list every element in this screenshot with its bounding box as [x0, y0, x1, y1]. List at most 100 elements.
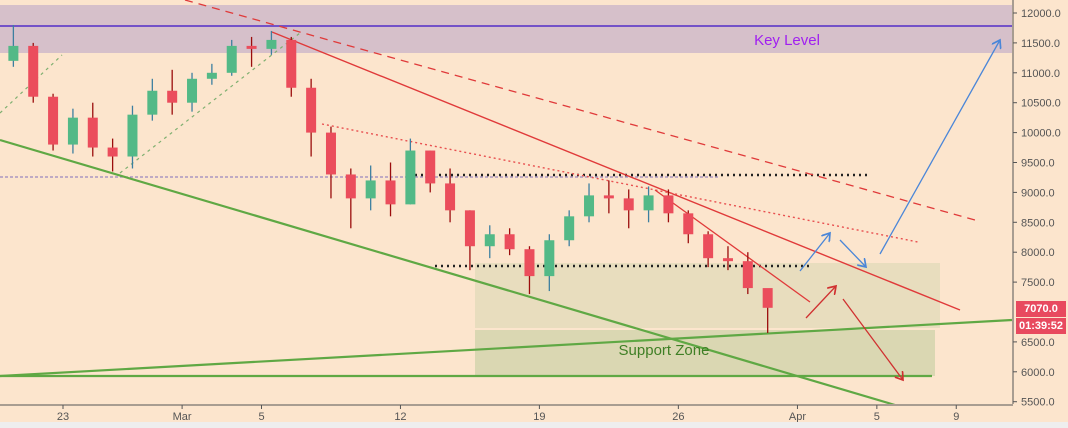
- candle-body: [742, 261, 753, 289]
- time-tick-label: 5: [258, 411, 264, 422]
- candle[interactable]: [385, 162, 396, 217]
- candle-body: [345, 174, 356, 199]
- candle[interactable]: [266, 30, 277, 55]
- candle-body: [425, 150, 436, 184]
- price-axis[interactable]: 12000.0 11500.0 11000.0 10500.0 10000.0 9500.…: [1013, 8, 1061, 409]
- red-dotted-trendline[interactable]: [321, 123, 919, 243]
- candle[interactable]: [425, 150, 436, 193]
- candle[interactable]: [524, 246, 535, 295]
- time-axis[interactable]: 23 Mar 5 12 19 26 Apr 5 9: [57, 405, 959, 422]
- candle-body: [564, 216, 575, 241]
- candle-body: [325, 132, 336, 175]
- candle[interactable]: [306, 78, 317, 157]
- candle[interactable]: [8, 24, 19, 67]
- candle-body: [167, 90, 178, 103]
- candle[interactable]: [663, 189, 674, 223]
- time-tick-label: Apr: [789, 411, 806, 422]
- time-tick-label: 26: [672, 411, 684, 422]
- time-tick-label: 23: [57, 411, 69, 422]
- candle-body: [127, 114, 138, 157]
- candle-body: [187, 78, 198, 103]
- price-tick-label: 9500.0: [1021, 158, 1055, 170]
- candle[interactable]: [345, 168, 356, 229]
- candle[interactable]: [742, 252, 753, 295]
- candle[interactable]: [107, 138, 118, 172]
- candle[interactable]: [623, 189, 634, 229]
- candle[interactable]: [226, 39, 237, 76]
- candle[interactable]: [325, 126, 336, 199]
- price-tick-label: 6000.0: [1021, 367, 1055, 379]
- key-level-zone[interactable]: [0, 5, 1012, 53]
- price-tick-label: 9000.0: [1021, 187, 1055, 199]
- candle-body: [28, 45, 39, 97]
- bar-countdown-tag: 01:39:52: [1016, 318, 1066, 334]
- price-tick-label: 11000.0: [1021, 68, 1060, 80]
- candle[interactable]: [643, 186, 654, 223]
- support-zone-label: Support Zone: [619, 342, 710, 359]
- candle-body: [762, 288, 773, 308]
- candle-body: [504, 234, 515, 250]
- time-tick-label: Mar: [173, 411, 192, 422]
- time-axis-bg[interactable]: [0, 404, 1013, 422]
- price-tick-label: 10000.0: [1021, 128, 1061, 140]
- time-tick-label: 12: [394, 411, 406, 422]
- candle-body: [683, 213, 694, 235]
- candle-body: [603, 195, 614, 199]
- channel-dashed-line[interactable]: [119, 32, 301, 174]
- candle-body: [464, 210, 475, 247]
- key-level-label: Key Level: [754, 32, 820, 49]
- candle[interactable]: [246, 36, 257, 67]
- candle[interactable]: [28, 42, 39, 103]
- descending-support-trendline[interactable]: [0, 138, 896, 407]
- price-tick-label: 8500.0: [1021, 217, 1055, 229]
- red-arrow-up[interactable]: [805, 286, 836, 319]
- candle[interactable]: [564, 210, 575, 247]
- candle[interactable]: [504, 228, 515, 256]
- candle[interactable]: [722, 246, 733, 271]
- red-resistance-trendline[interactable]: [271, 31, 961, 311]
- red-steep-trendline[interactable]: [654, 189, 811, 303]
- candle-body: [48, 96, 59, 145]
- candle[interactable]: [762, 288, 773, 333]
- candle-body: [266, 39, 277, 49]
- candle[interactable]: [67, 108, 78, 154]
- candle[interactable]: [445, 168, 456, 223]
- candle[interactable]: [127, 105, 138, 169]
- candle[interactable]: [167, 69, 178, 115]
- candle-body: [365, 180, 376, 199]
- blue-arrow-target[interactable]: [879, 40, 1000, 255]
- candle[interactable]: [206, 63, 217, 85]
- candle-body: [206, 72, 217, 79]
- candle-body: [544, 240, 555, 277]
- candle-body: [226, 45, 237, 73]
- candle[interactable]: [544, 234, 555, 292]
- candle[interactable]: [48, 93, 59, 151]
- candle[interactable]: [286, 36, 297, 97]
- rising-support-trendline[interactable]: [0, 318, 1013, 378]
- red-dashed-trendline[interactable]: [184, 0, 976, 221]
- candle[interactable]: [603, 180, 614, 214]
- candle[interactable]: [484, 225, 495, 259]
- candle[interactable]: [187, 72, 198, 112]
- time-tick-label: 5: [874, 411, 880, 422]
- candle[interactable]: [365, 165, 376, 211]
- candle[interactable]: [703, 231, 714, 268]
- candle-body: [107, 147, 118, 157]
- candle-body: [67, 117, 78, 145]
- price-tick-label: 8000.0: [1021, 247, 1055, 259]
- candle-body: [643, 195, 654, 211]
- blue-arrow-down[interactable]: [839, 239, 866, 267]
- candle[interactable]: [584, 183, 595, 223]
- candle[interactable]: [147, 78, 158, 121]
- candle[interactable]: [405, 138, 416, 205]
- candle[interactable]: [87, 102, 98, 157]
- candle-body: [445, 183, 456, 211]
- candle[interactable]: [464, 210, 475, 271]
- candle-body: [286, 39, 297, 88]
- red-arrow-down[interactable]: [842, 298, 903, 380]
- blue-arrow-up[interactable]: [799, 233, 830, 272]
- candle[interactable]: [683, 210, 694, 244]
- candle-body: [623, 198, 634, 211]
